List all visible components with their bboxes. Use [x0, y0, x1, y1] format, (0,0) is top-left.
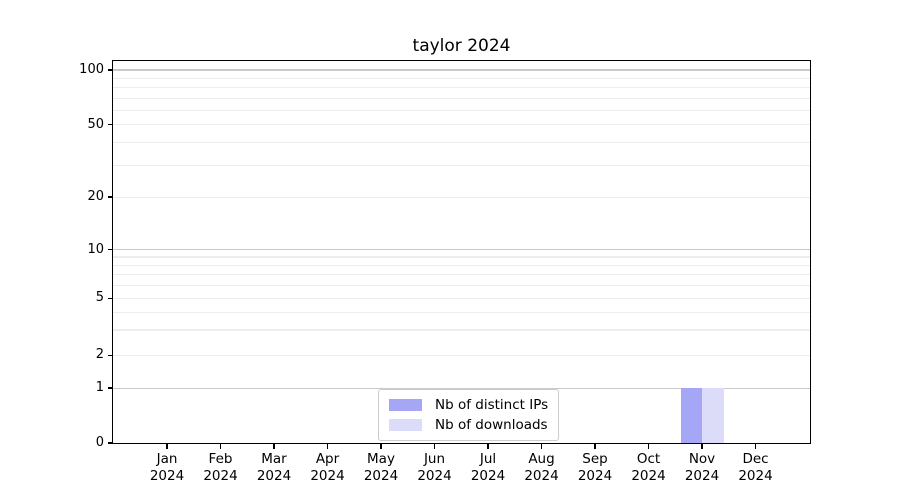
y-tick: [107, 248, 113, 251]
legend-label: Nb of distinct IPs: [435, 397, 549, 413]
y-gridline-minor: [113, 164, 810, 166]
y-tick: [107, 442, 113, 444]
y-gridline: [113, 196, 810, 198]
y-gridline-major: [113, 69, 810, 71]
y-gridline-minor: [113, 264, 810, 266]
bar-nb-of-downloads: [702, 388, 724, 443]
x-tick-month: Nov: [688, 451, 716, 467]
x-tick: [701, 444, 703, 449]
x-tick: [594, 444, 596, 449]
x-tick-label: Oct 2024: [613, 451, 685, 485]
x-tick: [754, 444, 757, 449]
x-tick-label: Apr 2024: [292, 451, 364, 485]
x-tick-label: Aug 2024: [506, 451, 578, 485]
legend-entry: Nb of distinct IPs: [389, 395, 548, 415]
x-tick-month: Dec: [742, 451, 769, 467]
y-tick: [107, 124, 113, 126]
x-tick-month: Sep: [582, 451, 608, 467]
x-tick-label: Mar 2024: [238, 451, 310, 485]
x-tick-year: 2024: [149, 468, 185, 484]
y-tick: [107, 196, 113, 198]
y-gridline-major: [113, 387, 810, 389]
y-tick: [107, 297, 113, 300]
x-tick-year: 2024: [310, 468, 345, 484]
y-gridline-minor: [113, 274, 810, 276]
y-tick-label: 2: [95, 347, 104, 363]
x-tick-label: May 2024: [345, 451, 417, 485]
x-tick-year: 2024: [738, 468, 773, 484]
x-tick-label: Dec 2024: [720, 451, 792, 485]
x-tick: [273, 444, 275, 449]
y-gridline-minor: [113, 77, 810, 79]
x-tick-month: Jan: [156, 451, 178, 467]
y-gridline-minor: [113, 284, 810, 287]
x-tick: [380, 444, 382, 449]
y-tick-label: 50: [87, 116, 104, 132]
x-tick: [326, 444, 329, 449]
x-tick: [540, 444, 543, 449]
y-gridline: [113, 297, 810, 299]
x-tick-year: 2024: [631, 468, 666, 484]
y-gridline-minor: [113, 256, 810, 258]
y-gridline-minor: [113, 329, 810, 331]
x-tick-month: Feb: [208, 451, 233, 467]
y-gridline-minor: [113, 87, 810, 89]
y-tick: [107, 69, 113, 71]
x-tick: [166, 444, 168, 449]
x-tick-year: 2024: [577, 468, 613, 484]
x-tick-year: 2024: [256, 468, 292, 484]
x-tick-year: 2024: [524, 468, 559, 484]
x-tick-month: May: [367, 451, 395, 467]
chart-title: taylor 2024: [412, 36, 511, 56]
y-tick-label: 20: [87, 189, 104, 205]
x-tick-label: Jul 2024: [452, 451, 524, 485]
x-tick-month: Jul: [479, 451, 497, 467]
x-tick-label: Jun 2024: [399, 451, 471, 485]
y-gridline-minor: [113, 97, 810, 99]
y-gridline: [113, 124, 810, 126]
y-tick-label: 100: [79, 61, 104, 77]
x-tick: [647, 444, 650, 449]
y-gridline: [113, 354, 810, 356]
x-tick-year: 2024: [363, 468, 399, 484]
x-tick: [219, 444, 222, 449]
y-tick: [107, 387, 113, 389]
x-tick-year: 2024: [470, 468, 506, 484]
x-tick-label: Jan 2024: [131, 451, 203, 485]
x-tick-label: Feb 2024: [185, 451, 257, 485]
legend-entry: Nb of downloads: [389, 415, 548, 435]
y-tick: [107, 354, 113, 356]
y-tick-label: 1: [95, 380, 104, 396]
x-tick: [487, 444, 489, 449]
bar-nb-of-distinct-ips: [680, 388, 702, 443]
y-gridline-minor: [113, 141, 810, 144]
x-tick-year: 2024: [684, 468, 720, 484]
x-tick-month: Oct: [636, 451, 661, 467]
x-tick-label: Nov 2024: [666, 451, 738, 485]
x-tick-year: 2024: [203, 468, 238, 484]
x-tick-month: Mar: [261, 451, 287, 467]
x-tick-month: Apr: [315, 451, 340, 467]
y-tick-label: 0: [95, 435, 104, 450]
plot-area: [113, 61, 810, 443]
y-tick-label: 5: [95, 290, 104, 306]
legend-swatch: [389, 398, 422, 412]
legend: Nb of distinct IPs Nb of downloads: [378, 389, 560, 441]
y-gridline-major: [113, 248, 810, 251]
y-gridline-minor: [113, 311, 810, 313]
plot-frame: [112, 60, 811, 444]
y-tick-label: 10: [87, 241, 104, 257]
x-tick-label: Sep 2024: [559, 451, 631, 485]
y-gridline-minor: [113, 109, 810, 111]
legend-label: Nb of downloads: [435, 417, 548, 433]
x-tick: [433, 444, 436, 449]
x-tick-month: Jun: [423, 451, 446, 467]
legend-swatch: [389, 418, 422, 432]
x-tick-year: 2024: [417, 468, 452, 484]
x-tick-month: Aug: [528, 451, 555, 467]
